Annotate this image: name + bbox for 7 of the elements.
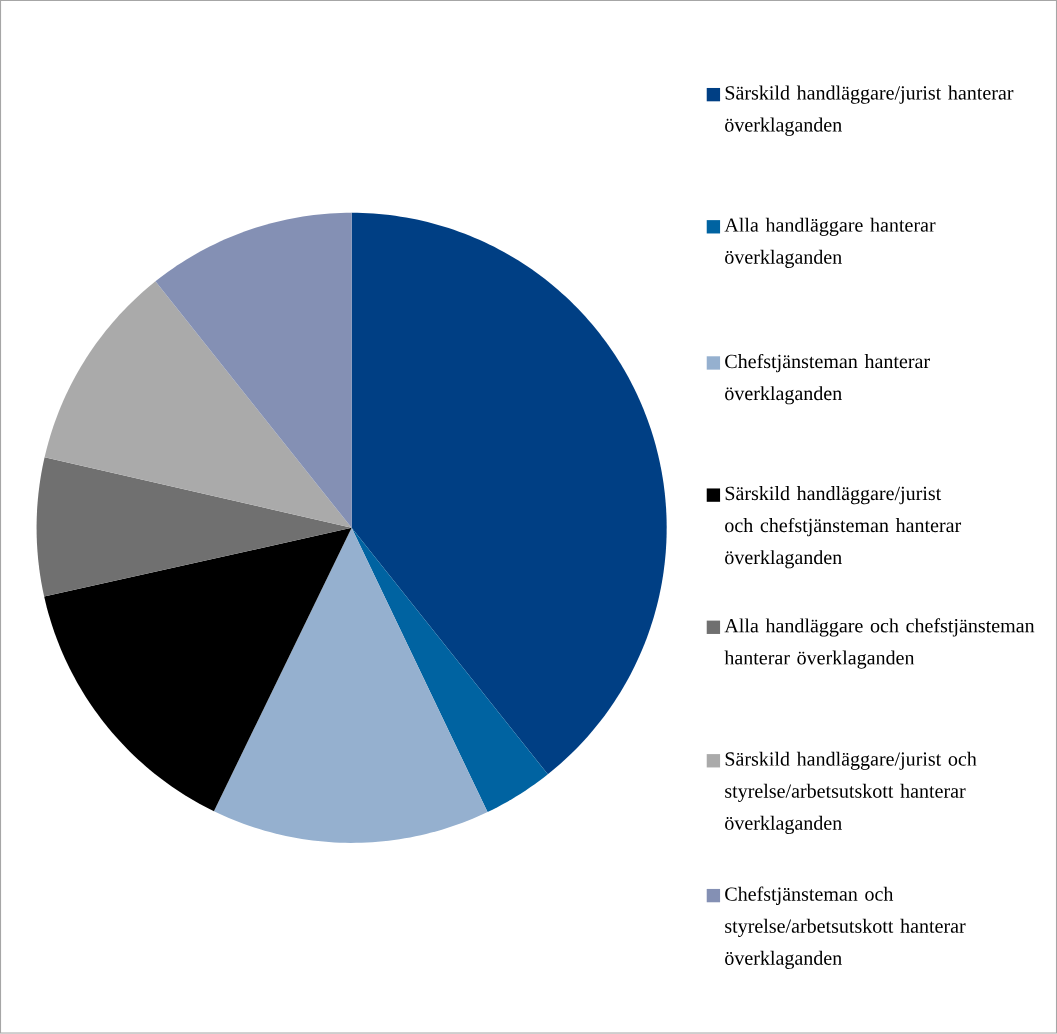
legend-label: Särskild handläggare/jurist och chefstjänsteman hanterar överklaganden: [725, 486, 962, 569]
legend-label: Alla handläggare hanterar överklaganden: [724, 217, 936, 269]
legend-label: Chefstjänsteman hanterar överklaganden: [725, 354, 930, 405]
legend-label: Chefstjänsteman och styrelse/arbetsutskott hanterar överklaganden: [725, 886, 966, 970]
legend-label: Särskild handläggare/jurist och styrelse/arbetsutskott hanterar överklaganden: [725, 751, 977, 835]
legend-label: Särskild handläggare/jurist hanterar överklaganden: [725, 85, 1014, 136]
legend-label: Alla handläggare och chefstjänsteman hanterar överklaganden: [724, 618, 1035, 669]
